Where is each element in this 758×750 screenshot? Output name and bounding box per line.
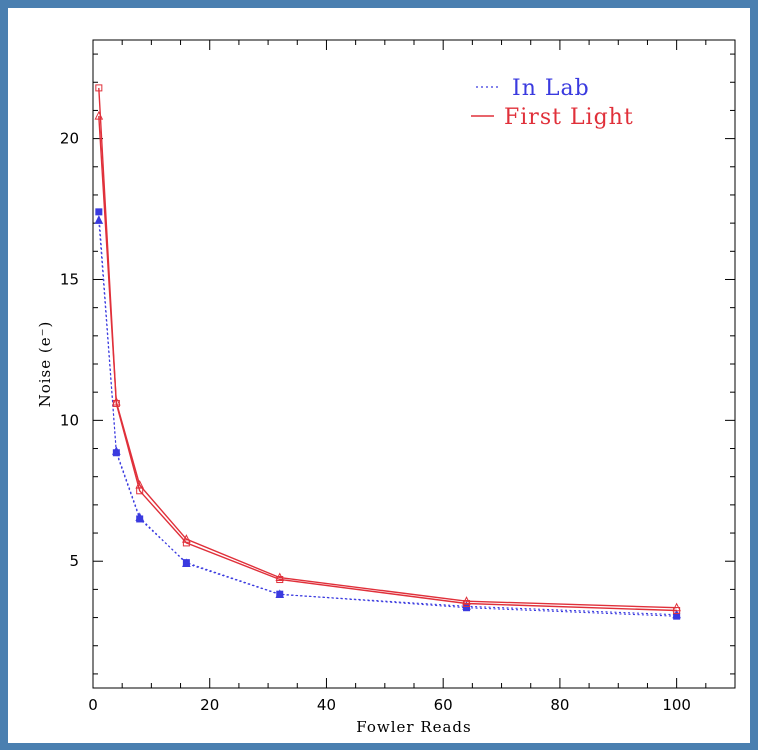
- y-axis-title: Noise (e⁻): [36, 321, 54, 408]
- data-point: [462, 601, 471, 610]
- data-point: [95, 84, 103, 92]
- plot-area-border: [92, 39, 736, 689]
- y-tick-label: 20: [60, 130, 79, 148]
- data-point: [95, 208, 103, 216]
- series-layer: [94, 84, 681, 620]
- legend: In Lab First Light: [471, 76, 634, 130]
- noise-vs-fowler-reads-chart: 0 20 40 60 80 100 5 10 15 20 Fowler Reads Noise (…: [36, 39, 736, 736]
- data-point: [275, 589, 285, 598]
- data-point: [112, 396, 121, 406]
- legend-label-in-lab: In Lab: [512, 76, 590, 101]
- y-tick-label: 15: [60, 270, 79, 288]
- x-tick-label: 100: [662, 696, 691, 714]
- data-point: [182, 534, 191, 543]
- data-point: [672, 609, 681, 619]
- x-tick-label: 40: [317, 696, 336, 714]
- y-tick-label: 10: [60, 411, 79, 429]
- series-3: [94, 110, 681, 612]
- series-1: [94, 215, 681, 619]
- y-tick-label: 5: [69, 552, 79, 570]
- series-line: [98, 87, 677, 612]
- legend-label-first-light: First Light: [504, 105, 634, 130]
- x-tick-label: 60: [434, 696, 453, 714]
- series-line: [98, 220, 677, 616]
- data-point: [135, 480, 144, 489]
- series-line: [98, 116, 677, 609]
- data-point: [135, 512, 144, 522]
- data-point: [182, 558, 191, 567]
- data-point: [672, 602, 681, 612]
- data-point: [462, 596, 471, 605]
- chart-frame: 0 20 40 60 80 100 5 10 15 20 Fowler Reads Noise (…: [8, 8, 750, 743]
- data-point: [112, 446, 121, 455]
- tick-labels: 0 20 40 60 80 100 5 10 15 20: [60, 130, 691, 714]
- data-point: [94, 110, 104, 120]
- series-0: [95, 208, 681, 620]
- data-point: [94, 215, 104, 224]
- series-line: [98, 211, 677, 617]
- x-axis-title: Fowler Reads: [356, 718, 471, 736]
- x-tick-label: 0: [88, 696, 98, 714]
- data-point: [275, 572, 285, 582]
- series-2: [95, 84, 681, 615]
- x-tick-label: 20: [200, 696, 219, 714]
- x-tick-label: 80: [550, 696, 569, 714]
- axis-ticks: [92, 40, 736, 688]
